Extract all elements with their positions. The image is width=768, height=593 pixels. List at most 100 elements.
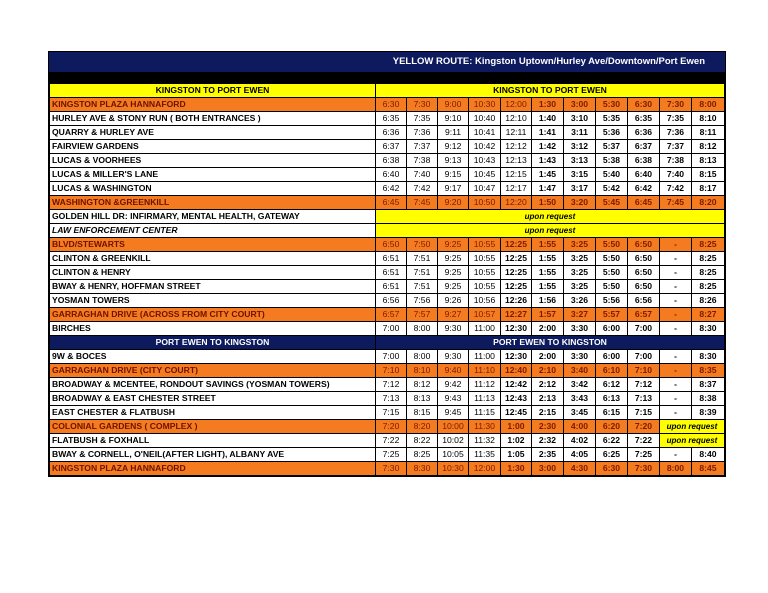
departure-time: 2:10 xyxy=(531,363,564,378)
schedule-row: LAW ENFORCEMENT CENTER upon request xyxy=(49,223,725,238)
departure-time: - xyxy=(659,265,692,280)
departure-time: 8:25 xyxy=(406,447,438,462)
departure-time: 11:30 xyxy=(468,419,501,434)
departure-time: 12:30 xyxy=(500,349,532,364)
stop-name: FAIRVIEW GARDENS xyxy=(49,139,376,154)
departure-time: 5:35 xyxy=(595,111,628,126)
departure-time: 8:00 xyxy=(406,349,438,364)
stop-name: EAST CHESTER & FLATBUSH xyxy=(49,405,376,420)
departure-time: 8:20 xyxy=(691,195,725,210)
departure-time: 2:32 xyxy=(531,433,564,448)
departure-time: 6:40 xyxy=(627,167,660,182)
departure-time: 7:30 xyxy=(406,97,438,112)
departure-time: 11:13 xyxy=(468,391,501,406)
departure-time: 6:56 xyxy=(375,293,407,308)
departure-time: 8:11 xyxy=(691,125,725,140)
departure-time: 8:27 xyxy=(691,307,725,322)
departure-time: 1:47 xyxy=(531,181,564,196)
stop-name: FLATBUSH & FOXHALL xyxy=(49,433,376,448)
route-title: YELLOW ROUTE: Kingston Uptown/Hurley Ave… xyxy=(49,52,725,72)
departure-time: 6:50 xyxy=(627,251,660,266)
departure-time: 5:37 xyxy=(595,139,628,154)
stop-name: BWAY & CORNELL, O'NEIL(AFTER LIGHT), ALB… xyxy=(49,447,376,462)
departure-time: 10:55 xyxy=(468,251,501,266)
departure-time: 6:13 xyxy=(595,391,628,406)
departure-time: 11:00 xyxy=(468,321,501,336)
departure-time: 3:13 xyxy=(563,153,596,168)
departure-time: - xyxy=(659,447,692,462)
departure-time: 8:15 xyxy=(691,167,725,182)
departure-time: 1:55 xyxy=(531,279,564,294)
departure-time: 3:42 xyxy=(563,377,596,392)
departure-time: 10:56 xyxy=(468,293,501,308)
departure-time: 6:50 xyxy=(627,279,660,294)
departure-time: 10:55 xyxy=(468,279,501,294)
stop-name: KINGSTON PLAZA HANNAFORD xyxy=(49,97,376,112)
departure-time: 10:42 xyxy=(468,139,501,154)
section-header: KINGSTON TO PORT EWEN KINGSTON TO PORT EW… xyxy=(49,83,725,98)
departure-time: 8:20 xyxy=(406,419,438,434)
stop-name: HURLEY AVE & STONY RUN ( BOTH ENTRANCES … xyxy=(49,111,376,126)
departure-time: 9:30 xyxy=(437,321,469,336)
departure-time: 8:45 xyxy=(691,461,725,476)
departure-time: 11:35 xyxy=(468,447,501,462)
departure-time: 8:40 xyxy=(691,447,725,462)
departure-time: 1:40 xyxy=(531,111,564,126)
section-times-header: PORT EWEN TO KINGSTON xyxy=(375,335,725,350)
departure-time: 7:22 xyxy=(627,433,660,448)
departure-time: 11:00 xyxy=(468,349,501,364)
section-stops-header: PORT EWEN TO KINGSTON xyxy=(49,335,376,350)
departure-time: 3:15 xyxy=(563,167,596,182)
departure-time: 8:10 xyxy=(406,363,438,378)
departure-time: 7:00 xyxy=(375,321,407,336)
departure-time: 6:10 xyxy=(595,363,628,378)
schedule-row: FLATBUSH & FOXHALL 7:22 8:22 10:02 11:32 1:02… xyxy=(49,433,725,448)
departure-time: 6:45 xyxy=(375,195,407,210)
departure-time: 7:13 xyxy=(627,391,660,406)
stop-name: CLINTON & HENRY xyxy=(49,265,376,280)
schedule-row: CLINTON & HENRY 6:51 7:51 9:25 10:55 12:25 1:5… xyxy=(49,265,725,280)
departure-time: 10:55 xyxy=(468,265,501,280)
upon-request-note: upon request xyxy=(659,433,725,448)
departure-time: 3:00 xyxy=(563,97,596,112)
departure-time: 4:30 xyxy=(563,461,596,476)
departure-time: 6:30 xyxy=(595,461,628,476)
departure-time: 9:40 xyxy=(437,363,469,378)
departure-time: 7:51 xyxy=(406,265,438,280)
departure-time: 6:57 xyxy=(375,307,407,322)
departure-time: 1:50 xyxy=(531,195,564,210)
departure-time: 1:55 xyxy=(531,251,564,266)
schedule-row: BWAY & HENRY, HOFFMAN STREET 6:51 7:51 9:25… xyxy=(49,279,725,294)
departure-time: 8:17 xyxy=(691,181,725,196)
departure-time: 5:36 xyxy=(595,125,628,140)
departure-time: 12:25 xyxy=(500,251,532,266)
departure-time: 12:26 xyxy=(500,293,532,308)
departure-time: 7:13 xyxy=(375,391,407,406)
departure-time: 7:45 xyxy=(406,195,438,210)
schedule-row: YOSMAN TOWERS 6:56 7:56 9:26 10:56 12:26 1:56 3… xyxy=(49,293,725,308)
departure-time: 6:00 xyxy=(595,349,628,364)
departure-time: 8:39 xyxy=(691,405,725,420)
departure-time: 12:40 xyxy=(500,363,532,378)
departure-time: 1:56 xyxy=(531,293,564,308)
stop-name: COLONIAL GARDENS ( COMPLEX ) xyxy=(49,419,376,434)
departure-time: 11:10 xyxy=(468,363,501,378)
departure-time: 7:00 xyxy=(627,321,660,336)
departure-time: 6:00 xyxy=(595,321,628,336)
schedule-row: GARRAGHAN DRIVE (ACROSS FROM CITY COURT)… xyxy=(49,307,725,322)
departure-time: 12:10 xyxy=(500,111,532,126)
departure-time: 5:50 xyxy=(595,265,628,280)
departure-time: - xyxy=(659,363,692,378)
departure-time: 1:02 xyxy=(500,433,532,448)
departure-time: 10:50 xyxy=(468,195,501,210)
departure-time: 5:30 xyxy=(595,97,628,112)
departure-time: 12:43 xyxy=(500,391,532,406)
departure-time: 12:15 xyxy=(500,167,532,182)
schedule-row: BROADWAY & MCENTEE, RONDOUT SAVINGS (YOS… xyxy=(49,377,725,392)
departure-time: 2:35 xyxy=(531,447,564,462)
departure-time: 3:10 xyxy=(563,111,596,126)
upon-request-note: upon request xyxy=(375,209,725,224)
departure-time: 7:36 xyxy=(406,125,438,140)
departure-time: 9:17 xyxy=(437,181,469,196)
departure-time: 3:27 xyxy=(563,307,596,322)
